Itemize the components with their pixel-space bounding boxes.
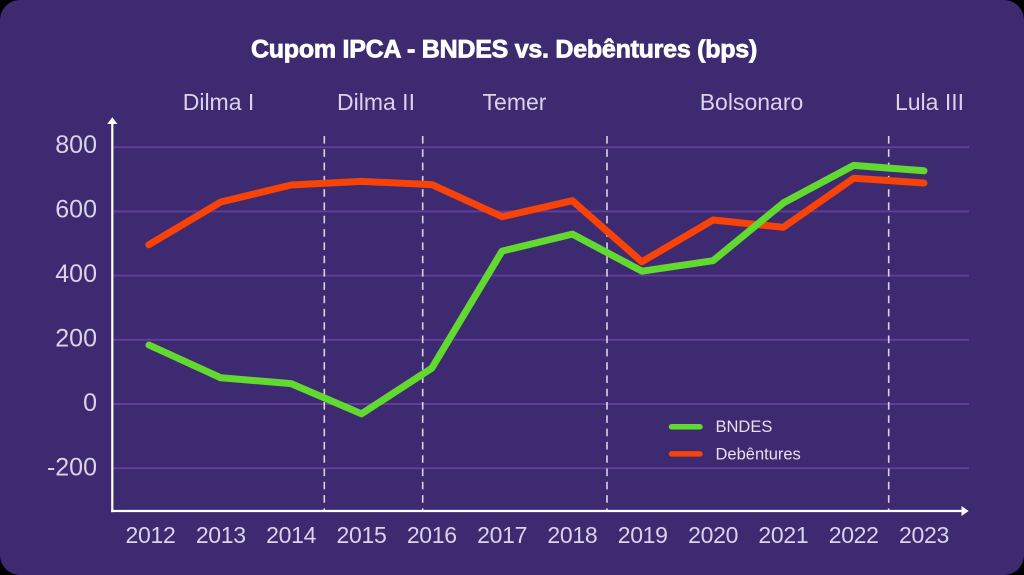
svg-text:2020: 2020 — [688, 522, 738, 548]
svg-text:2013: 2013 — [196, 522, 246, 548]
svg-text:Dilma I: Dilma I — [183, 89, 255, 115]
svg-text:Debêntures: Debêntures — [716, 445, 801, 463]
svg-text:400: 400 — [55, 260, 97, 288]
svg-text:2023: 2023 — [899, 522, 949, 548]
svg-text:Bolsonaro: Bolsonaro — [700, 89, 804, 115]
svg-text:800: 800 — [55, 131, 97, 159]
svg-text:Dilma II: Dilma II — [337, 89, 415, 115]
svg-text:-200: -200 — [47, 453, 97, 481]
svg-text:BNDES: BNDES — [716, 418, 773, 436]
svg-text:2018: 2018 — [547, 522, 597, 548]
svg-text:2015: 2015 — [337, 522, 387, 548]
svg-text:Lula III: Lula III — [895, 89, 964, 115]
svg-text:2021: 2021 — [758, 522, 808, 548]
svg-text:Temer: Temer — [483, 89, 547, 115]
svg-text:2019: 2019 — [618, 522, 668, 548]
svg-text:2014: 2014 — [266, 522, 316, 548]
svg-text:Cupom IPCA - BNDES vs. Debêntu: Cupom IPCA - BNDES vs. Debêntures (bps) — [251, 36, 757, 64]
svg-text:2012: 2012 — [126, 522, 176, 548]
svg-text:2022: 2022 — [829, 522, 879, 548]
svg-text:2016: 2016 — [407, 522, 457, 548]
svg-text:200: 200 — [55, 324, 97, 352]
svg-text:600: 600 — [55, 196, 97, 224]
svg-text:0: 0 — [83, 389, 97, 417]
svg-text:2017: 2017 — [477, 522, 527, 548]
